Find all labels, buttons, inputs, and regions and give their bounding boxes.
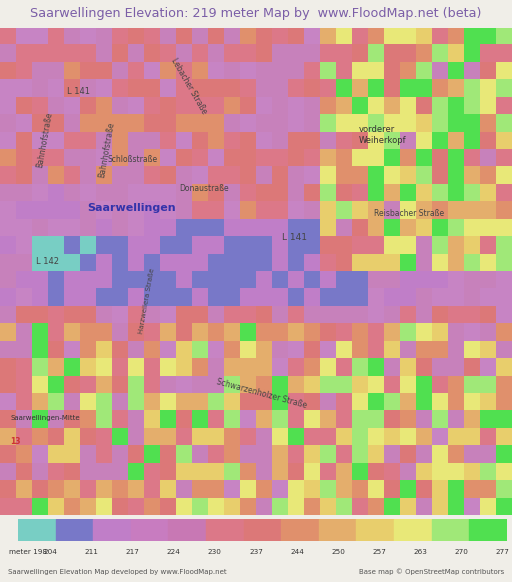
Bar [168, 519, 206, 541]
Text: 13: 13 [10, 438, 21, 446]
Text: 250: 250 [331, 549, 345, 555]
Text: Bahnhofstraße: Bahnhofstraße [36, 111, 54, 169]
Bar [131, 519, 168, 541]
Text: 237: 237 [249, 549, 263, 555]
Text: Harzweilera Straße: Harzweilera Straße [138, 268, 156, 334]
Text: Saarwellingen-Mitte: Saarwellingen-Mitte [10, 414, 80, 421]
Bar [244, 519, 281, 541]
Text: 211: 211 [84, 549, 98, 555]
Bar [470, 519, 507, 541]
Bar [93, 519, 131, 541]
Text: Reisbacher Straße: Reisbacher Straße [374, 208, 444, 218]
Text: Saarwellingen Elevation: 219 meter Map by  www.FloodMap.net (beta): Saarwellingen Elevation: 219 meter Map b… [30, 8, 482, 20]
Text: Lebacher Straße: Lebacher Straße [169, 57, 208, 116]
Text: Saarwellingen: Saarwellingen [87, 203, 176, 213]
Bar [281, 519, 319, 541]
Text: 224: 224 [167, 549, 181, 555]
Text: meter 198: meter 198 [9, 549, 47, 555]
Text: 270: 270 [455, 549, 468, 555]
Bar [356, 519, 394, 541]
Text: Saarwellingen Elevation Map developed by www.FloodMap.net: Saarwellingen Elevation Map developed by… [8, 569, 226, 575]
Text: 217: 217 [125, 549, 140, 555]
Bar [55, 519, 93, 541]
Text: Schloßstraße: Schloßstraße [108, 155, 158, 164]
Bar [432, 519, 470, 541]
Text: vorderer
Weiherkopf: vorderer Weiherkopf [358, 125, 406, 145]
Bar [319, 519, 356, 541]
Text: 244: 244 [290, 549, 304, 555]
Text: Schwarzenholzer Straße: Schwarzenholzer Straße [215, 377, 307, 410]
Text: 257: 257 [372, 549, 387, 555]
Bar [18, 519, 55, 541]
Text: 204: 204 [44, 549, 57, 555]
Text: L 142: L 142 [36, 257, 59, 266]
Text: 277: 277 [496, 549, 510, 555]
Text: Bahnhofstraße: Bahnhofstraße [97, 121, 116, 178]
Text: L 141: L 141 [67, 87, 90, 96]
Text: 263: 263 [414, 549, 428, 555]
Text: 230: 230 [208, 549, 222, 555]
Text: Donaustraße: Donaustraße [179, 184, 229, 193]
Bar [206, 519, 244, 541]
Bar [394, 519, 432, 541]
Text: L 141: L 141 [282, 233, 307, 242]
Text: Base map © OpenStreetMap contributors: Base map © OpenStreetMap contributors [359, 569, 504, 576]
